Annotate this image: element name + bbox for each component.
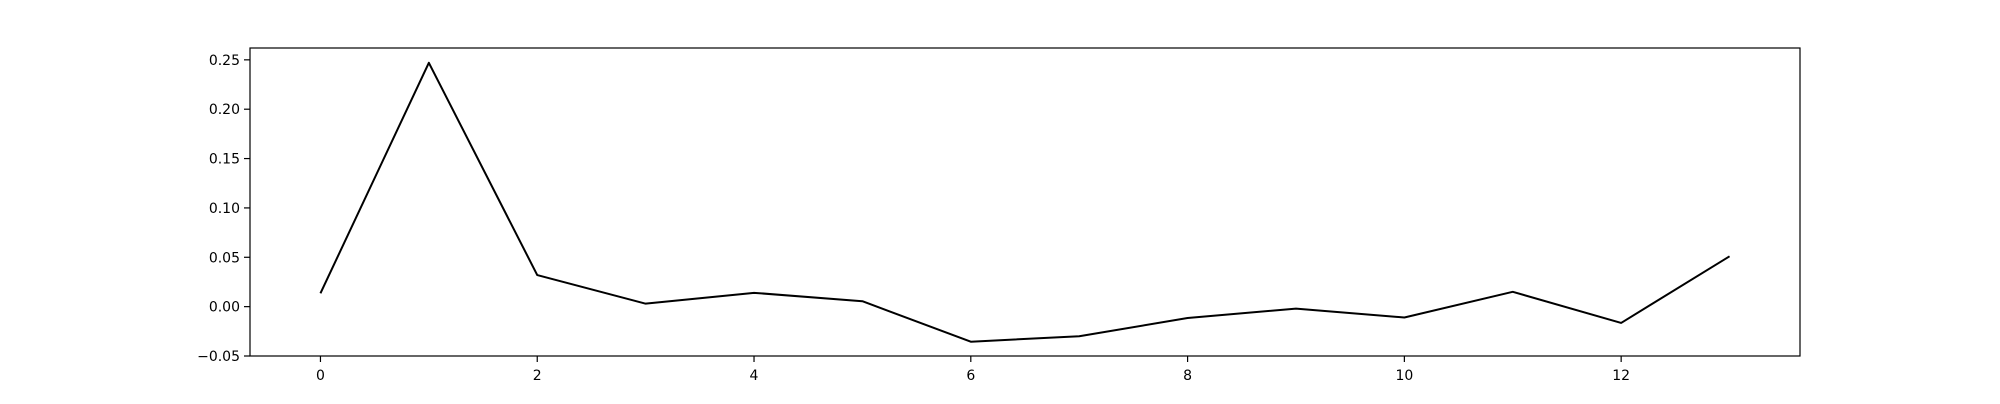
x-tick-label: 10 bbox=[1395, 368, 1413, 384]
x-tick-label: 4 bbox=[750, 368, 759, 384]
plot-area-frame bbox=[250, 48, 1800, 356]
x-tick-label: 0 bbox=[316, 368, 325, 384]
y-axis-ticks: −0.05 0.00 0.05 0.10 0.15 0.20 0.25 bbox=[197, 53, 250, 365]
series-group bbox=[320, 63, 1729, 342]
y-tick-label: 0.00 bbox=[209, 300, 240, 316]
y-tick-label: 0.05 bbox=[209, 250, 240, 266]
series-line bbox=[320, 63, 1729, 342]
x-tick-label: 6 bbox=[966, 368, 975, 384]
y-tick-label: 0.25 bbox=[209, 53, 240, 69]
x-tick-label: 12 bbox=[1612, 368, 1630, 384]
x-tick-label: 8 bbox=[1183, 368, 1192, 384]
x-tick-label: 2 bbox=[533, 368, 542, 384]
data-points bbox=[320, 63, 1729, 342]
x-axis-ticks: 0 2 4 6 8 10 12 bbox=[316, 356, 1630, 384]
y-tick-label: 0.15 bbox=[209, 152, 240, 168]
y-tick-label: 0.10 bbox=[209, 201, 240, 217]
y-tick-label: −0.05 bbox=[197, 349, 240, 365]
y-tick-label: 0.20 bbox=[209, 102, 240, 118]
